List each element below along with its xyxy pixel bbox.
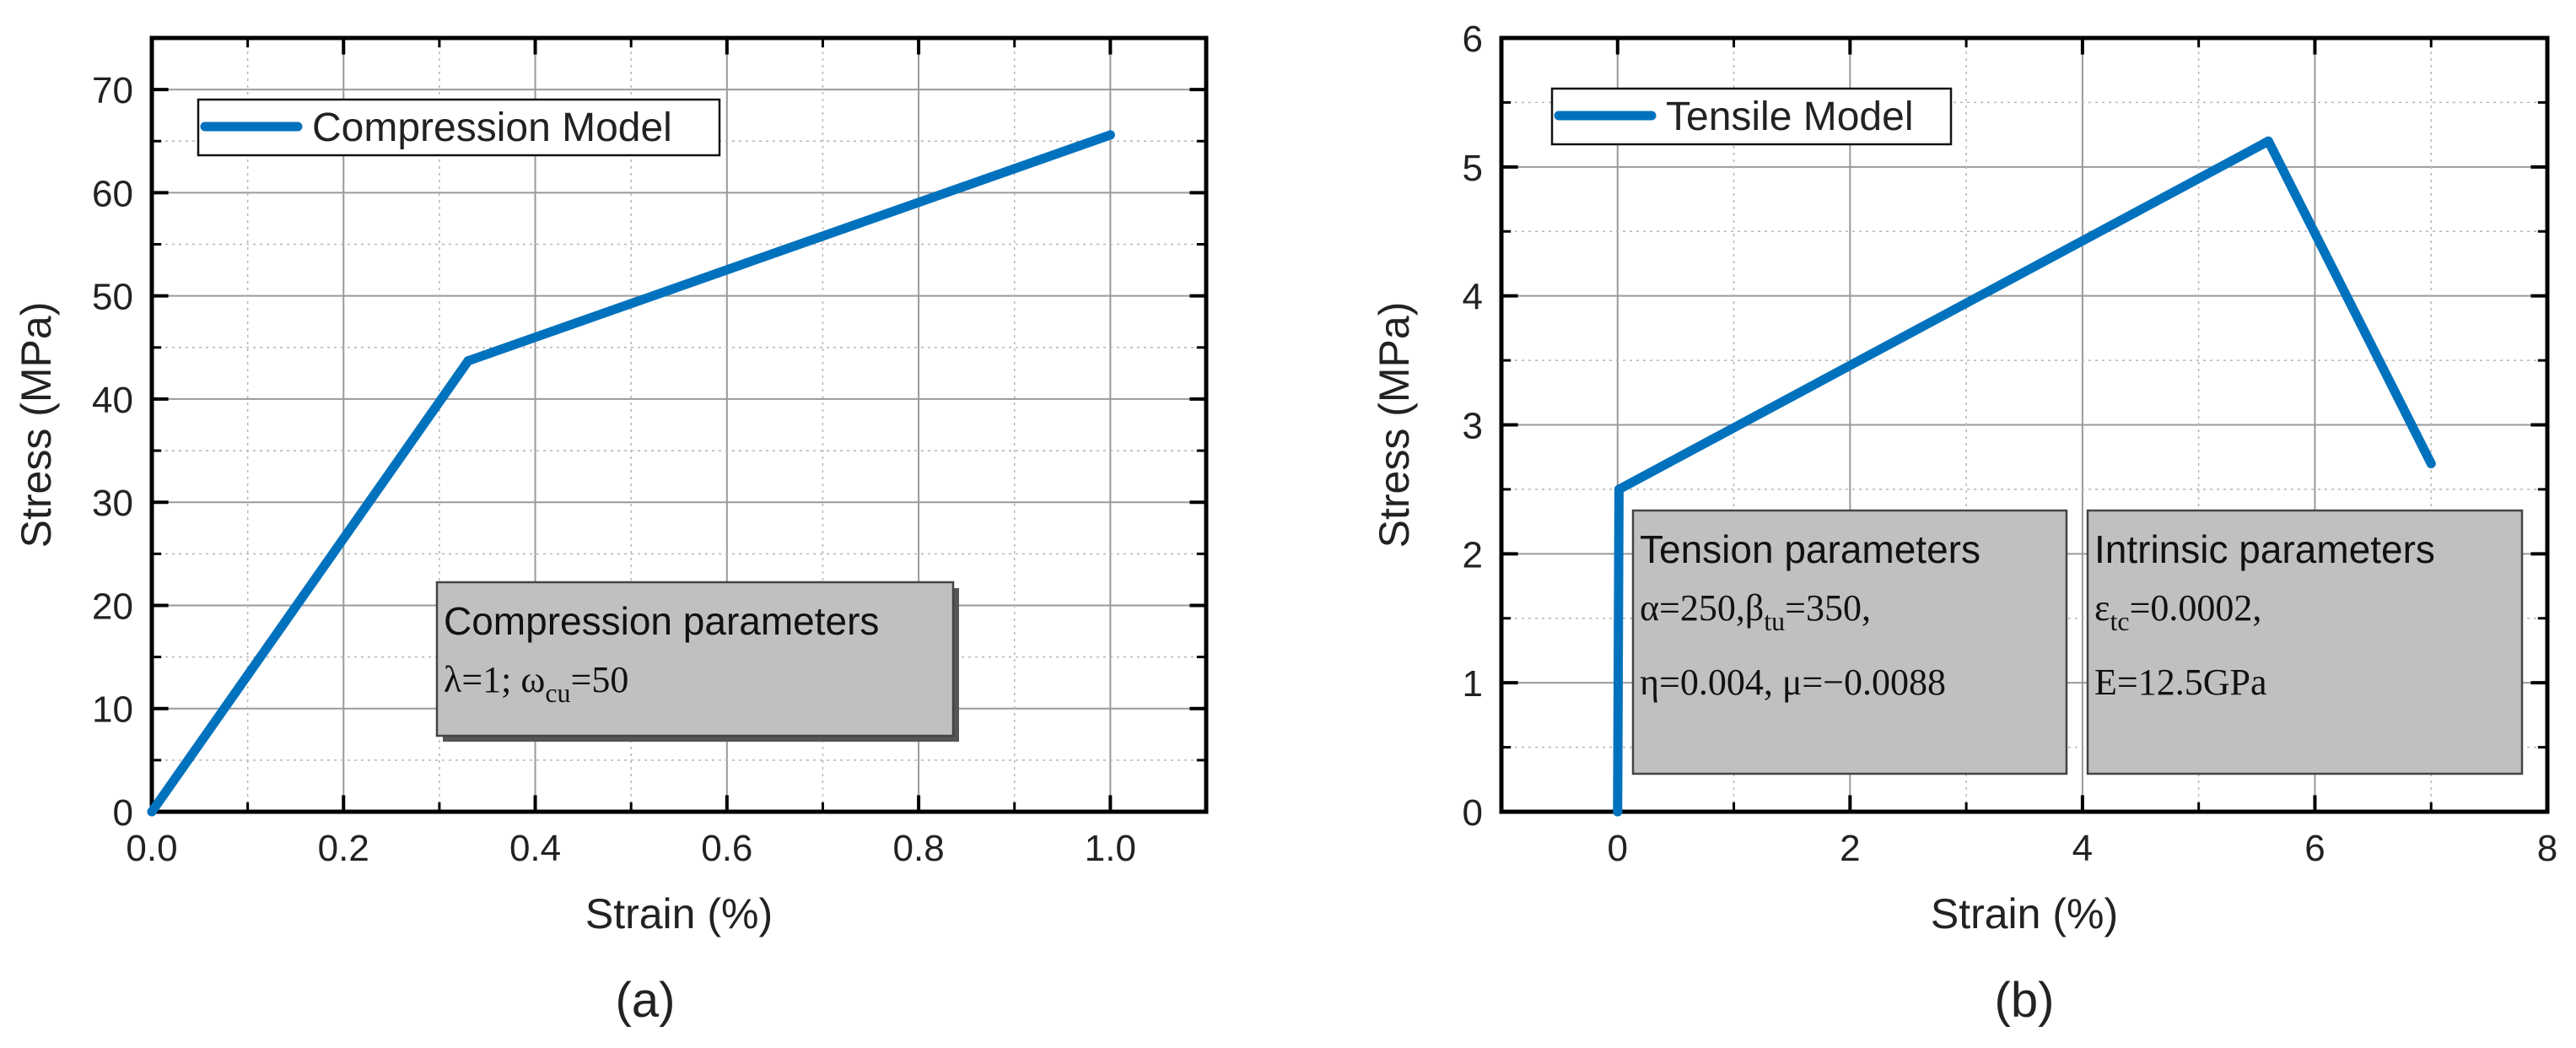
- y-tick-label: 0: [1463, 792, 1483, 834]
- annotation-text: =50: [571, 659, 629, 700]
- x-tick-label: 0.6: [701, 828, 752, 869]
- panel-label: (a): [616, 973, 676, 1028]
- chart-panel-a: 0.0 0.2 0.4 0.6 0.8 1.0 0 10 20 30 40 50 60 70 Strain …: [13, 35, 1209, 1028]
- annotation-subscript: tc: [2110, 606, 2129, 636]
- y-tick-label: 20: [92, 586, 133, 627]
- annotation-text: η=0.004, μ=−0.0088: [1640, 662, 1946, 703]
- y-tick-label: 3: [1463, 406, 1483, 447]
- annotation-text: E=12.5GPa: [2094, 662, 2266, 703]
- annotation-background: [435, 581, 955, 737]
- data-point: [1105, 130, 1115, 140]
- y-tick-label: 50: [92, 277, 133, 318]
- y-axis-title: Stress (MPa): [1371, 302, 1418, 548]
- legend: Compression Model: [197, 98, 721, 157]
- x-tick-label: 0.2: [318, 828, 369, 869]
- data-point: [2426, 458, 2436, 468]
- y-tick-label: 30: [92, 483, 133, 524]
- annotation-box: Intrinsic parameters εtc=0.0002, E=12.5GPa: [2086, 509, 2524, 775]
- annotation-background: [2086, 509, 2524, 775]
- annotation-text: α=250,β: [1640, 587, 1764, 629]
- annotation-line: E=12.5GPa: [2094, 662, 2266, 703]
- x-tick-label: 6: [2304, 828, 2325, 869]
- annotation-line: εtc=0.0002,: [2094, 587, 2261, 636]
- data-point: [1614, 484, 1624, 494]
- y-tick-label: 60: [92, 173, 133, 214]
- annotation-text: λ=1; ω: [444, 659, 545, 700]
- annotation-line: α=250,βtu=350,: [1640, 587, 1871, 636]
- x-tick-label: 1.0: [1085, 828, 1136, 869]
- x-tick-label: 0.8: [893, 828, 945, 869]
- x-tick-label: 2: [1840, 828, 1860, 869]
- annotation-subscript: cu: [545, 678, 570, 708]
- annotation-text: =350,: [1785, 587, 1871, 629]
- series-line-tensile-model: [1613, 136, 2436, 817]
- annotation-text: =0.0002,: [2130, 587, 2262, 629]
- annotation-line: λ=1; ωcu=50: [444, 659, 628, 708]
- annotation-title: Intrinsic parameters: [2094, 527, 2435, 571]
- annotation-subscript: tu: [1764, 606, 1785, 636]
- legend-label: Tensile Model: [1666, 95, 1913, 139]
- y-tick-label: 40: [92, 380, 133, 421]
- annotation-background: [1631, 509, 2068, 775]
- x-tick-label: 0.4: [509, 828, 561, 869]
- y-tick-label: 0: [113, 792, 133, 834]
- legend: Tensile Model: [1550, 87, 1953, 146]
- data-point: [147, 807, 157, 817]
- annotation-title: Compression parameters: [444, 599, 879, 643]
- chart-panel-b: 0 2 4 6 8 0 1 2 3 4 5 6 Strain (%) Stress (MPa) (b) Ten…: [1371, 19, 2557, 1028]
- x-axis-title: Strain (%): [585, 890, 773, 937]
- annotation-title: Tension parameters: [1640, 527, 1981, 571]
- x-tick-label: 0.0: [126, 828, 177, 869]
- x-axis-title: Strain (%): [1931, 890, 2118, 937]
- x-tick-label: 8: [2537, 828, 2557, 869]
- data-point: [1613, 807, 1623, 817]
- y-tick-label: 10: [92, 689, 133, 731]
- panel-label: (b): [1995, 973, 2055, 1028]
- plot-frame: [149, 35, 1209, 814]
- y-tick-label: 5: [1463, 148, 1483, 189]
- annotation-box: Compression parameters λ=1; ωcu=50: [435, 581, 959, 742]
- ticks: [1501, 36, 2549, 813]
- data-point: [463, 356, 473, 366]
- y-tick-label: 6: [1463, 19, 1483, 60]
- annotation-line: η=0.004, μ=−0.0088: [1640, 662, 1946, 703]
- annotation-text: ε: [2094, 587, 2110, 629]
- data-point: [2263, 136, 2273, 146]
- y-tick-label: 2: [1463, 534, 1483, 575]
- y-axis-title: Stress (MPa): [13, 302, 60, 548]
- x-tick-label: 0: [1608, 828, 1628, 869]
- y-tick-label: 70: [92, 70, 133, 111]
- annotation-box: Tension parameters α=250,βtu=350, η=0.004,…: [1631, 509, 2068, 775]
- y-tick-label: 4: [1463, 277, 1483, 318]
- legend-label: Compression Model: [312, 105, 672, 150]
- y-tick-label: 1: [1463, 663, 1483, 705]
- x-tick-label: 4: [2072, 828, 2093, 869]
